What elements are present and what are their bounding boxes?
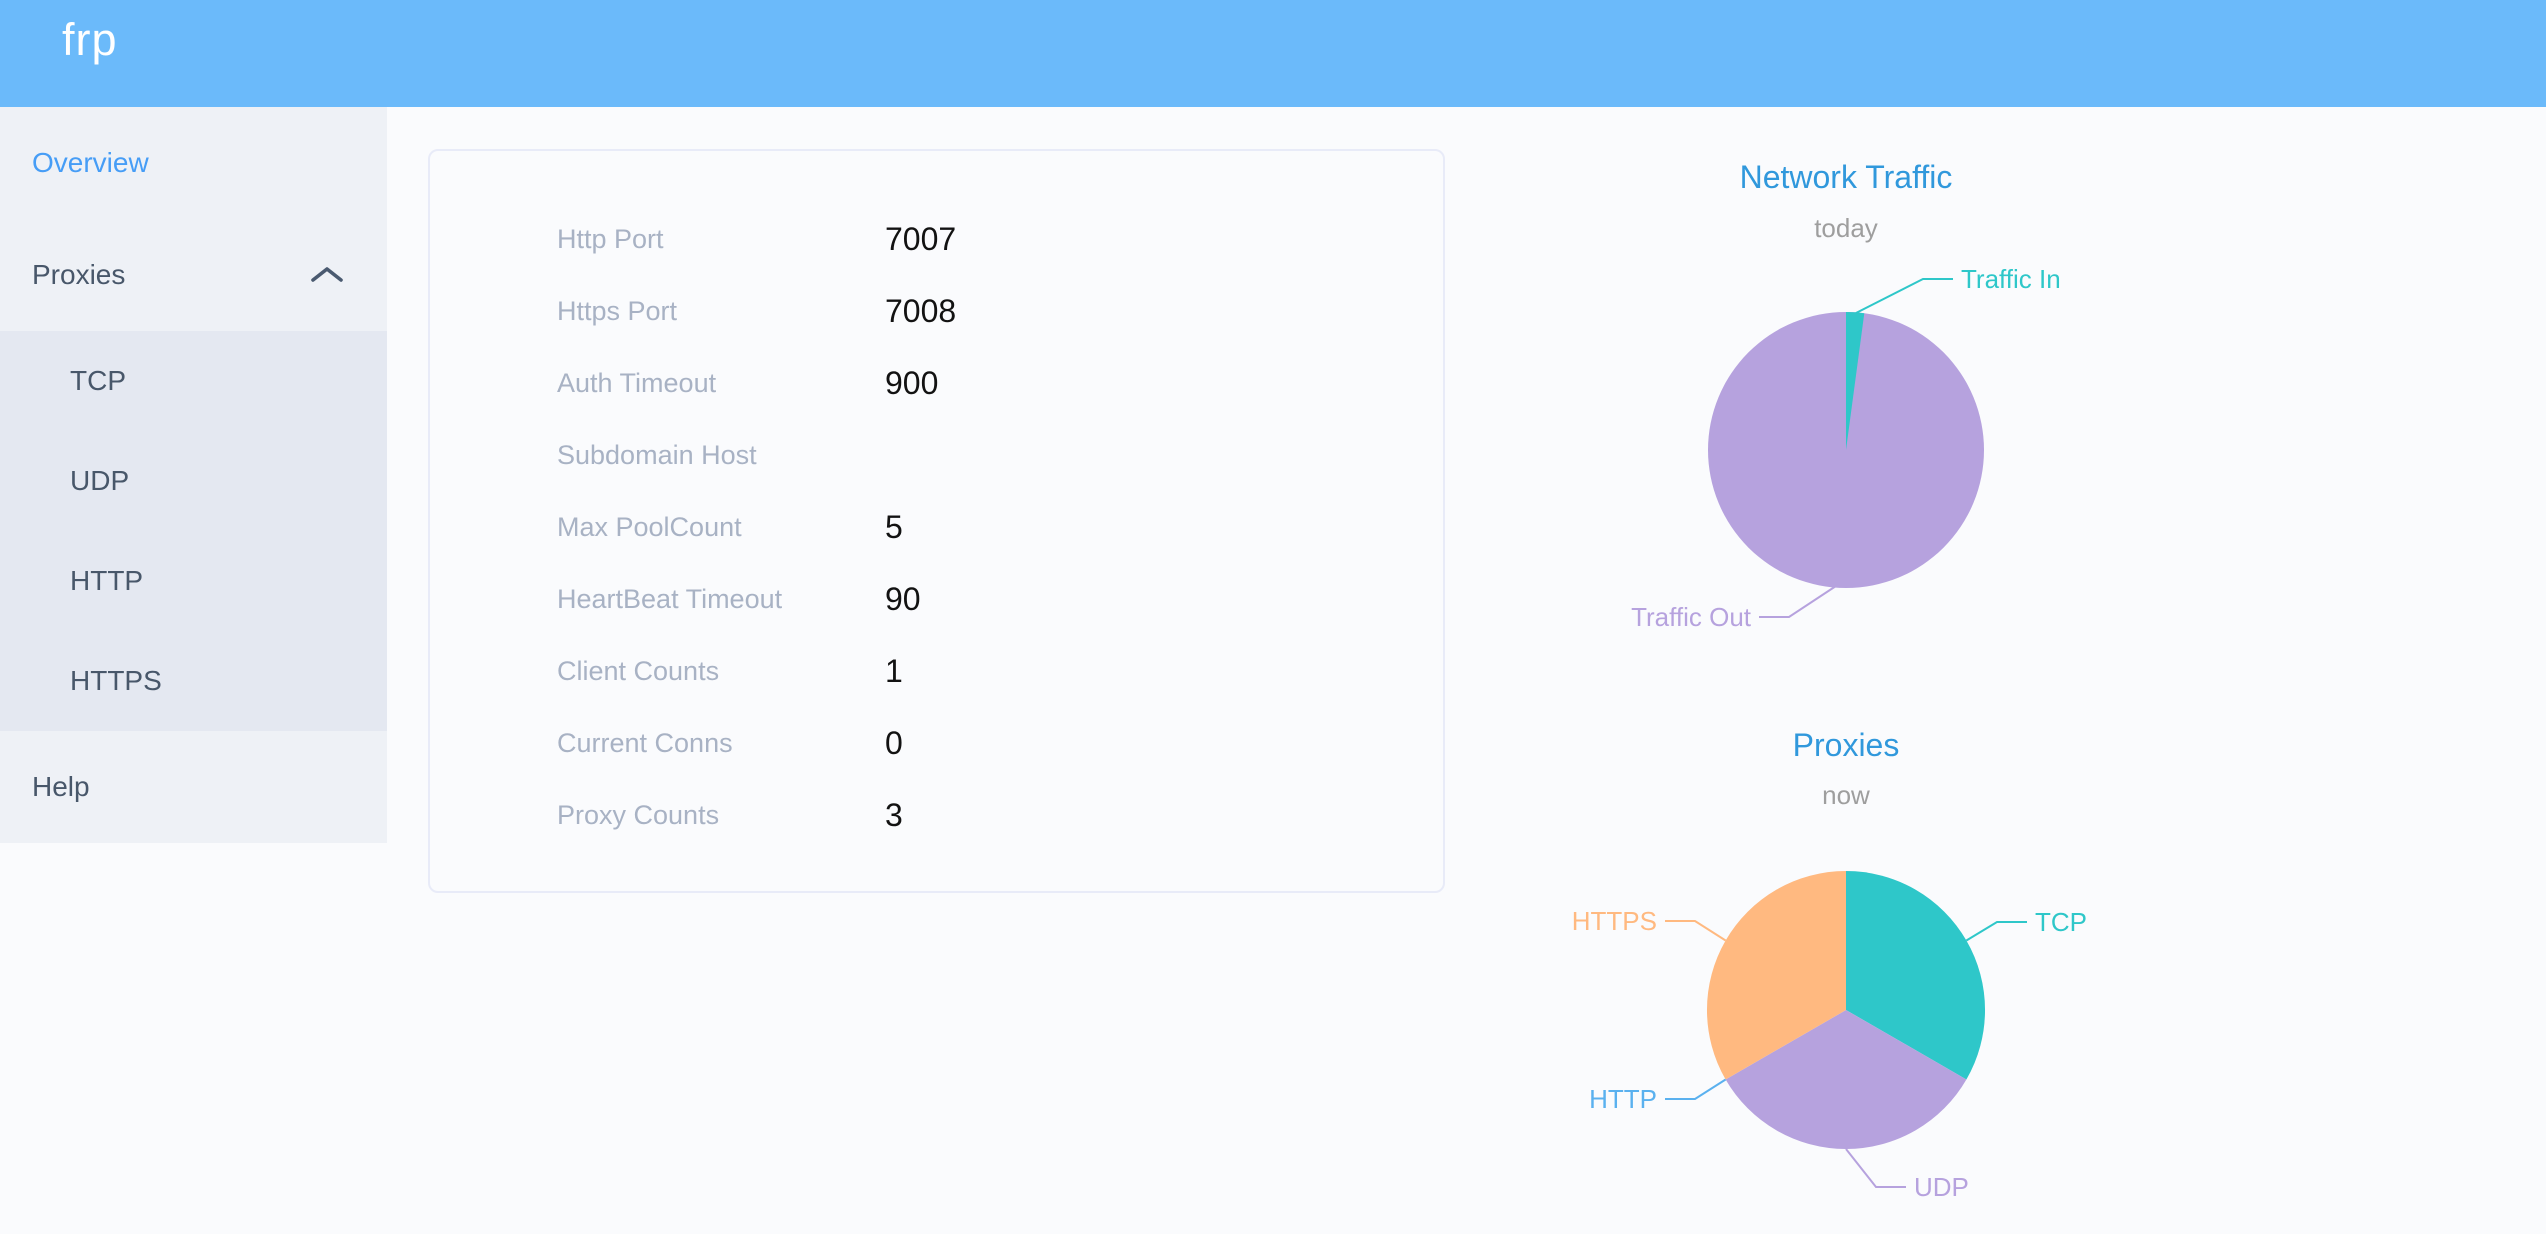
sidebar-item-proxies-label: Proxies — [32, 259, 126, 290]
config-row-value: 5 — [885, 509, 903, 545]
sidebar-item-overview[interactable]: Overview — [0, 107, 387, 219]
http-label: HTTP — [1589, 1084, 1657, 1114]
config-rows: Http Port 7007 Https Port 7008 Auth Timeout 9… — [430, 203, 1443, 851]
config-row-label: Auth Timeout — [557, 368, 717, 398]
config-row-label: HeartBeat Timeout — [557, 584, 783, 614]
udp-label: UDP — [1914, 1172, 1969, 1202]
tcp-label-line — [1965, 921, 2027, 942]
chevron-up-icon — [311, 267, 343, 282]
config-row: Http Port 7007 — [430, 203, 1443, 275]
proxies-chart-title: Proxies — [1792, 727, 1900, 763]
config-row: Client Counts 1 — [430, 635, 1443, 707]
config-row-value: 90 — [885, 581, 921, 617]
app-header: frp — [0, 0, 2546, 107]
traffic-out-label: Traffic Out — [1631, 602, 1752, 632]
config-row-label: Client Counts — [557, 656, 720, 686]
sidebar: Overview Proxies TCP UDP HTTP HTTPS Help — [0, 107, 387, 843]
proxies-pie: TCP HTTPS HTTP UDP — [1572, 871, 2087, 1202]
sidebar-item-https[interactable]: HTTPS — [0, 631, 387, 731]
config-row-label: Subdomain Host — [557, 440, 757, 470]
sidebar-item-tcp-label: TCP — [70, 365, 126, 396]
sidebar-item-udp-label: UDP — [70, 465, 130, 496]
config-row-label: Http Port — [557, 224, 664, 254]
pie-slice-tcp[interactable] — [1846, 871, 1986, 1080]
sidebar-item-help[interactable]: Help — [0, 731, 387, 843]
pie-slice-traffic-in[interactable] — [1846, 311, 1865, 450]
config-row: Subdomain Host — [430, 419, 1443, 491]
sidebar-item-udp[interactable]: UDP — [0, 431, 387, 531]
config-row: HeartBeat Timeout 90 — [430, 563, 1443, 635]
config-row-value: 7008 — [885, 293, 957, 329]
config-row: Max PoolCount 5 — [430, 491, 1443, 563]
config-row: Auth Timeout 900 — [430, 347, 1443, 419]
config-row-label: Proxy Counts — [557, 800, 720, 830]
network-traffic-chart-subtitle: today — [1814, 213, 1878, 243]
https-label-line — [1665, 920, 1727, 942]
config-row-value: 0 — [885, 725, 903, 761]
config-row-value: 7007 — [885, 221, 957, 257]
network-traffic-chart-title: Network Traffic — [1739, 159, 1953, 195]
sidebar-item-overview-label: Overview — [32, 147, 149, 178]
config-row: Https Port 7008 — [430, 275, 1443, 347]
config-row-value: 3 — [885, 797, 903, 833]
config-row-value: 900 — [885, 365, 939, 401]
sidebar-item-proxies[interactable]: Proxies — [0, 219, 387, 331]
https-label: HTTPS — [1572, 906, 1657, 936]
sidebar-item-tcp[interactable]: TCP — [0, 331, 387, 431]
config-row-label: Current Conns — [557, 728, 733, 758]
pie-slice-https[interactable] — [1706, 871, 1846, 1080]
http-label-line — [1665, 1078, 1727, 1100]
udp-label-line — [1845, 1148, 1906, 1188]
traffic-in-label: Traffic In — [1961, 264, 2061, 294]
config-row-value: 1 — [885, 653, 903, 689]
config-row: Proxy Counts 3 — [430, 779, 1443, 851]
proxies-chart-subtitle: now — [1822, 780, 1870, 810]
pie-slice-udp[interactable] — [1725, 1010, 1967, 1150]
tcp-label: TCP — [2035, 907, 2087, 937]
traffic-in-label-line — [1855, 278, 1953, 314]
sidebar-proxies-submenu: TCP UDP HTTP HTTPS — [0, 331, 387, 731]
network-traffic-pie: Traffic In Traffic Out — [1631, 264, 2061, 632]
sidebar-item-help-label: Help — [32, 771, 90, 802]
sidebar-item-https-label: HTTPS — [70, 665, 162, 696]
config-row-label: Https Port — [557, 296, 678, 326]
server-config-card: Http Port 7007 Https Port 7008 Auth Timeout 9… — [428, 149, 1445, 893]
sidebar-item-http-label: HTTP — [70, 565, 144, 596]
config-row: Current Conns 0 — [430, 707, 1443, 779]
sidebar-item-http[interactable]: HTTP — [0, 531, 387, 631]
traffic-out-label-line — [1759, 585, 1837, 618]
app-logo: frp — [62, 14, 118, 65]
config-row-label: Max PoolCount — [557, 512, 742, 542]
